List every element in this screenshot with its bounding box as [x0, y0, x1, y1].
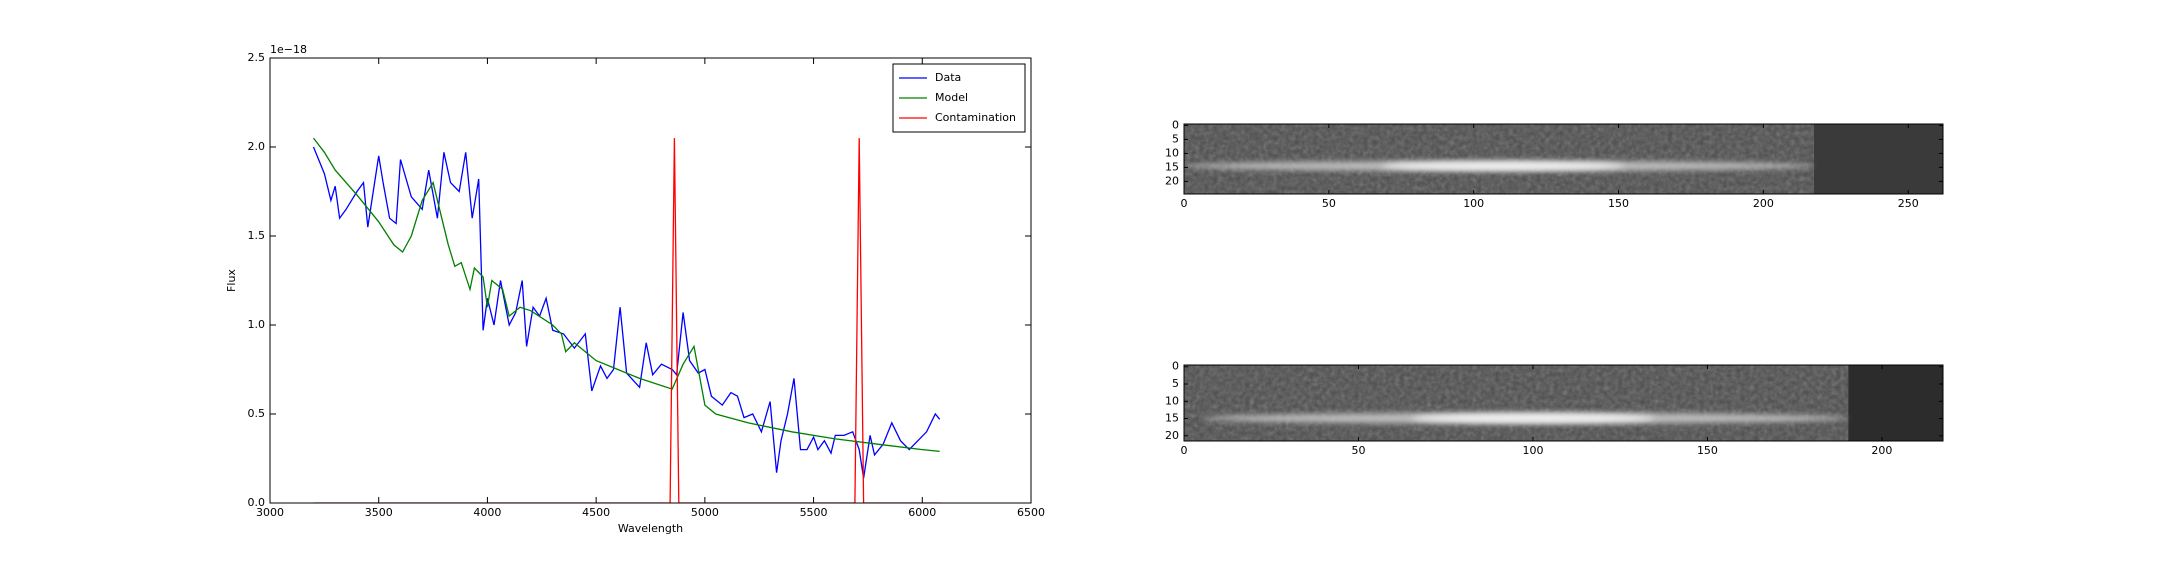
- image-noise: [1184, 124, 1814, 194]
- data-line: [312, 146, 941, 479]
- image: [1184, 365, 1943, 441]
- y-offset-label: 1e−18: [270, 43, 307, 56]
- legend-label: Data: [935, 71, 961, 84]
- legend-label: Contamination: [935, 111, 1016, 124]
- spectrum-trace-core: [1381, 161, 1625, 171]
- x-tick-label: 6500: [1017, 506, 1045, 519]
- legend-label: Model: [935, 91, 968, 104]
- x-tick-label: 0: [1181, 444, 1188, 457]
- x-tick-label: 200: [1871, 444, 1892, 457]
- data-line: [313, 138, 940, 503]
- y-tick-label: 15: [1165, 412, 1179, 425]
- axes: Data Model Contamination Wavelength Flux 1e−1…: [225, 43, 1045, 535]
- x-tick-label: 4500: [582, 506, 610, 519]
- image-empty-region: [1848, 365, 1943, 441]
- y-tick-label: 0.0: [248, 496, 266, 509]
- plot-area: [312, 137, 941, 503]
- image-empty-region: [1813, 124, 1943, 194]
- axes-frame: [269, 57, 1032, 504]
- x-tick-label: 4000: [473, 506, 501, 519]
- y-tick-label: 15: [1165, 160, 1179, 173]
- spectrum-trace-core: [1411, 413, 1655, 423]
- image: [1184, 124, 1943, 194]
- x-tick-label: 250: [1898, 197, 1919, 210]
- axes-frame: [1183, 123, 1944, 195]
- x-tick-label: 150: [1608, 197, 1629, 210]
- legend: Data Model Contamination: [892, 63, 1026, 133]
- y-tick-label: 5: [1172, 132, 1179, 145]
- y-tick-label: 1.5: [248, 229, 266, 242]
- y-tick-label: 20: [1165, 174, 1179, 187]
- y-axis-label: Flux: [225, 269, 238, 292]
- x-axis-label: Wavelength: [618, 522, 683, 535]
- x-tick-label: 150: [1697, 444, 1718, 457]
- data-line: [312, 137, 940, 453]
- y-tick-label: 1.0: [248, 318, 266, 331]
- image-noise: [1184, 365, 1849, 441]
- x-tick-label: 3500: [365, 506, 393, 519]
- y-tick-label: 10: [1165, 394, 1179, 407]
- x-tick-label: 50: [1351, 444, 1365, 457]
- x-tick-label: 200: [1753, 197, 1774, 210]
- x-tick-label: 5000: [691, 506, 719, 519]
- x-tick-label: 6000: [908, 506, 936, 519]
- x-tick-label: 3000: [256, 506, 284, 519]
- x-tick-label: 0: [1181, 197, 1188, 210]
- x-tick-label: 5500: [800, 506, 828, 519]
- y-tick-label: 0.5: [248, 407, 266, 420]
- x-tick-label: 100: [1463, 197, 1484, 210]
- x-tick-label: 50: [1322, 197, 1336, 210]
- axes: 0 50 100 150 200 0 5 10 15 20: [1165, 360, 1944, 457]
- y-tick-label: 0: [1172, 360, 1179, 373]
- axes-frame: [1183, 364, 1944, 442]
- y-tick-label: 20: [1165, 429, 1179, 442]
- y-tick-label: 2.0: [248, 140, 266, 153]
- x-tick-label: 100: [1522, 444, 1543, 457]
- y-tick-label: 5: [1172, 377, 1179, 390]
- y-tick-label: 10: [1165, 146, 1179, 159]
- y-tick-label: 2.5: [248, 51, 266, 64]
- y-tick-label: 0: [1172, 118, 1179, 131]
